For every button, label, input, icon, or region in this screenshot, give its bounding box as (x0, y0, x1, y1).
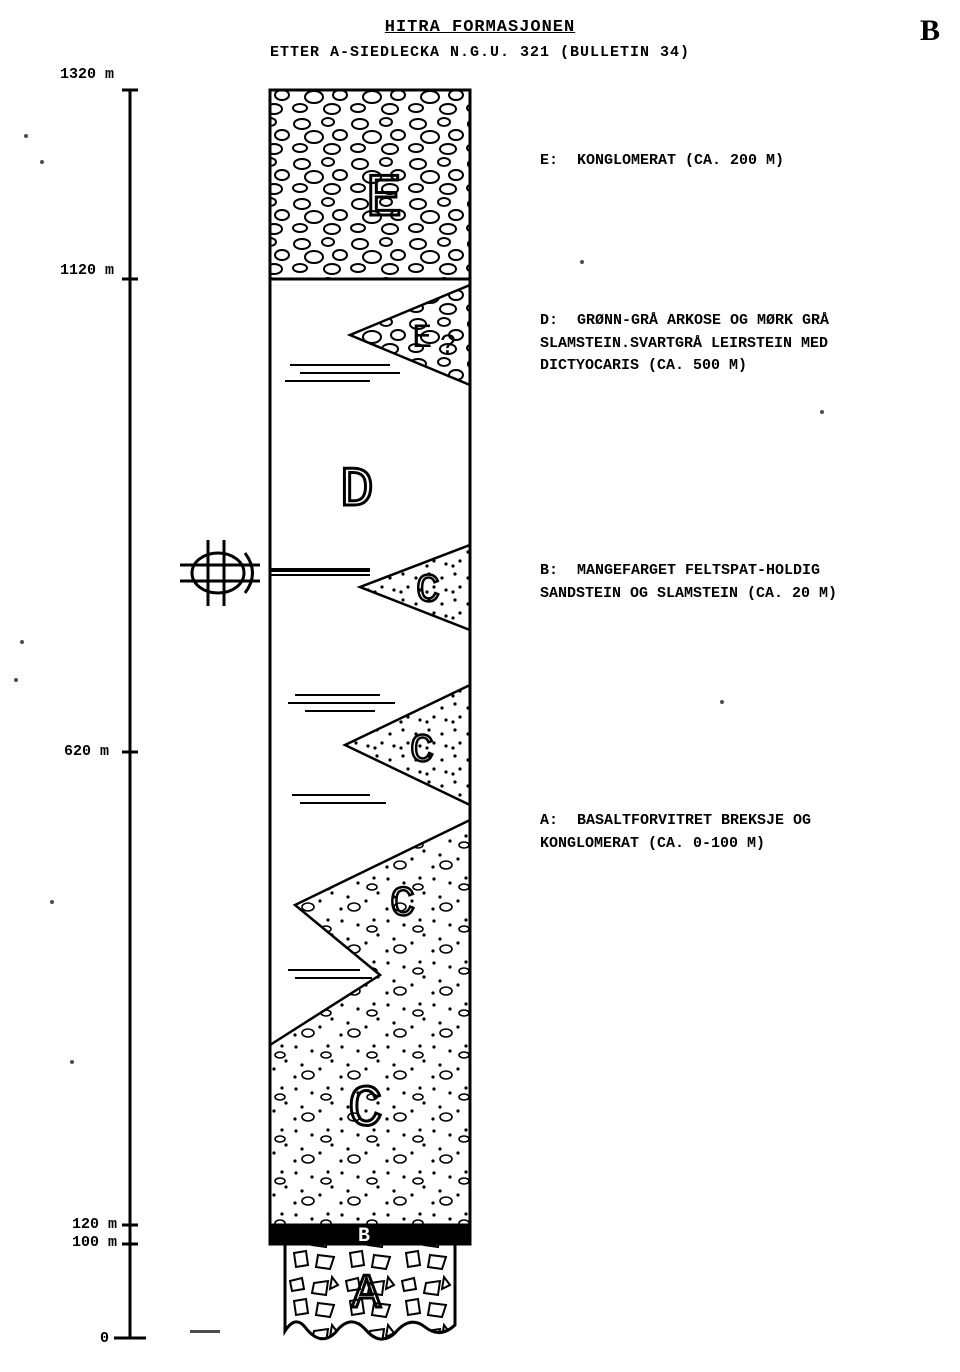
legend-key-b: B: (540, 560, 568, 583)
legend-key-e: E: (540, 150, 568, 173)
wedge-c-1-letter: C (416, 569, 440, 614)
fossil-dictyocaris-icon (180, 540, 260, 606)
legend-entry-d: D: GRØNN-GRÅ ARKOSE OG MØRK GRÅ SLAMSTEI… (540, 310, 900, 378)
legend-text-a: BASALTFORVITRET BREKSJE OG KONGLOMERAT (… (540, 812, 811, 852)
page-subtitle: ETTER A-SIEDLECKA N.G.U. 321 (BULLETIN 3… (0, 44, 960, 61)
speck-icon (720, 700, 724, 704)
legend-key-a: A: (540, 810, 568, 833)
speck-icon (820, 410, 824, 414)
unit-c-letter-main: C (348, 1078, 383, 1143)
legend-entry-b: B: MANGEFARGET FELTSPAT-HOLDIG SANDSTEIN… (540, 560, 900, 605)
unit-c-letter-upper: C (390, 880, 415, 928)
legend-entry-e: E: KONGLOMERAT (CA. 200 M) (540, 150, 784, 173)
wedge-c-2-letter: C (410, 729, 434, 774)
wedge-e-question: ? (440, 331, 457, 362)
speck-icon (70, 1060, 74, 1064)
speck-icon (580, 260, 584, 264)
unit-a-letter: A (352, 1268, 381, 1322)
speck-icon (20, 640, 24, 644)
speck-icon (190, 1330, 220, 1333)
strat-column: E E ? D C (60, 75, 520, 1365)
page: HITRA FORMASJONEN ETTER A-SIEDLECKA N.G.… (0, 0, 960, 1372)
speck-icon (14, 678, 18, 682)
corner-mark: B (920, 14, 940, 48)
legend-text-b: MANGEFARGET FELTSPAT-HOLDIG SANDSTEIN OG… (540, 562, 837, 602)
legend-text-d: GRØNN-GRÅ ARKOSE OG MØRK GRÅ SLAMSTEIN.S… (540, 312, 829, 374)
legend-entry-a: A: BASALTFORVITRET BREKSJE OG KONGLOMERA… (540, 810, 900, 855)
legend-key-d: D: (540, 310, 568, 333)
legend-text-e: KONGLOMERAT (CA. 200 M) (577, 152, 784, 169)
unit-e-letter: E (366, 166, 402, 234)
page-title: HITRA FORMASJONEN (0, 18, 960, 37)
speck-icon (24, 134, 28, 138)
speck-icon (50, 900, 54, 904)
wedge-e-letter: E (412, 320, 432, 358)
unit-d-letter: D (340, 458, 374, 522)
speck-icon (40, 160, 44, 164)
